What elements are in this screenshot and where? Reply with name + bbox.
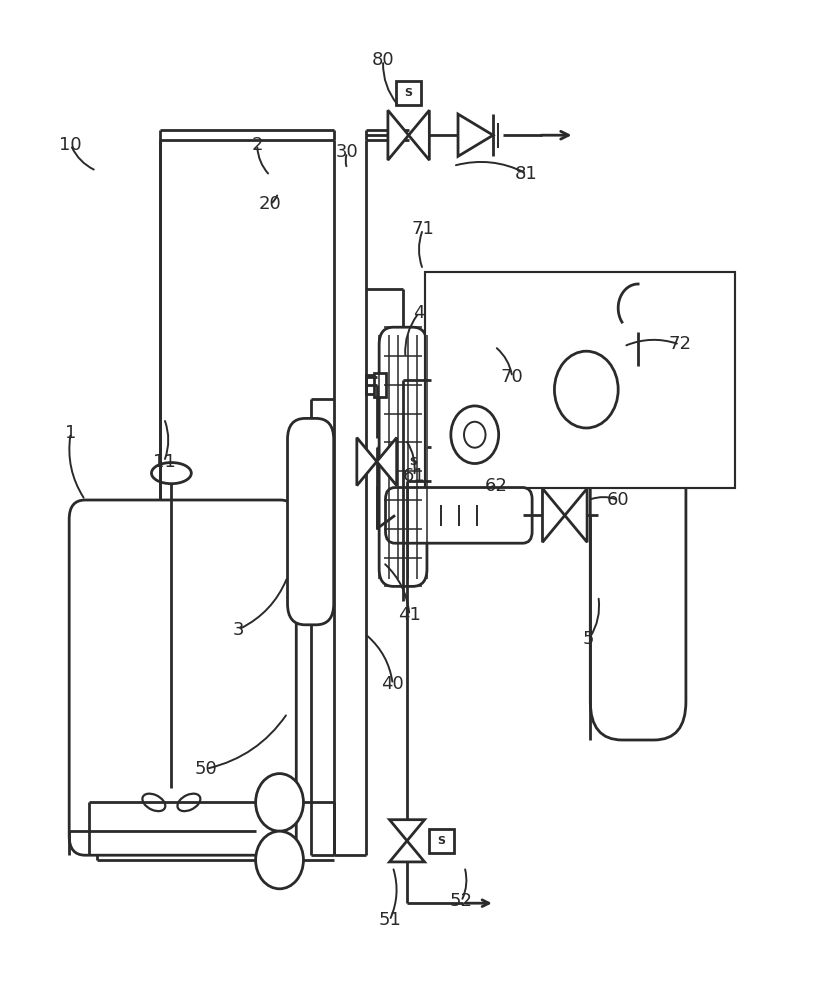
Ellipse shape [178, 794, 200, 811]
Circle shape [554, 351, 618, 428]
Circle shape [256, 774, 304, 831]
Text: 52: 52 [450, 892, 473, 910]
Text: 11: 11 [153, 453, 175, 471]
Text: 40: 40 [381, 675, 404, 693]
Bar [374, 373, 385, 397]
Text: S: S [437, 836, 445, 846]
Polygon shape [357, 438, 377, 486]
Bar [431, 279, 622, 481]
FancyBboxPatch shape [379, 327, 427, 586]
Text: 3: 3 [232, 621, 244, 639]
Polygon shape [377, 438, 397, 486]
FancyBboxPatch shape [385, 488, 532, 543]
Text: 1: 1 [65, 424, 76, 442]
Polygon shape [388, 110, 408, 160]
FancyBboxPatch shape [287, 418, 334, 625]
Polygon shape [564, 488, 587, 542]
Bar [401, 450, 426, 474]
Text: 5: 5 [583, 630, 594, 648]
Text: 50: 50 [195, 760, 217, 778]
Text: 72: 72 [668, 335, 691, 353]
Bar [396, 81, 422, 105]
Text: 10: 10 [60, 136, 82, 154]
Text: 20: 20 [259, 195, 281, 213]
Circle shape [464, 422, 486, 448]
Text: S: S [405, 88, 413, 98]
Polygon shape [389, 820, 425, 841]
Polygon shape [389, 841, 425, 862]
Circle shape [256, 831, 304, 889]
Bar [425, 272, 735, 488]
Polygon shape [458, 114, 493, 156]
FancyBboxPatch shape [590, 366, 686, 740]
Ellipse shape [143, 794, 165, 811]
Text: 60: 60 [607, 491, 629, 509]
Text: 41: 41 [398, 606, 421, 624]
Bar [428, 829, 454, 853]
Polygon shape [543, 488, 564, 542]
Text: 81: 81 [515, 165, 538, 183]
Text: 30: 30 [336, 143, 359, 161]
Text: S: S [409, 457, 417, 467]
Text: 80: 80 [372, 51, 394, 69]
Polygon shape [408, 110, 429, 160]
Text: 4: 4 [413, 304, 425, 322]
Text: 61: 61 [403, 467, 426, 485]
Text: 71: 71 [412, 220, 434, 238]
Text: 2: 2 [251, 136, 263, 154]
Text: 51: 51 [378, 911, 401, 929]
Circle shape [451, 406, 499, 464]
FancyBboxPatch shape [69, 500, 296, 855]
Ellipse shape [151, 463, 191, 484]
Text: 62: 62 [485, 477, 508, 495]
Text: 70: 70 [500, 368, 524, 386]
Bar [365, 375, 382, 394]
